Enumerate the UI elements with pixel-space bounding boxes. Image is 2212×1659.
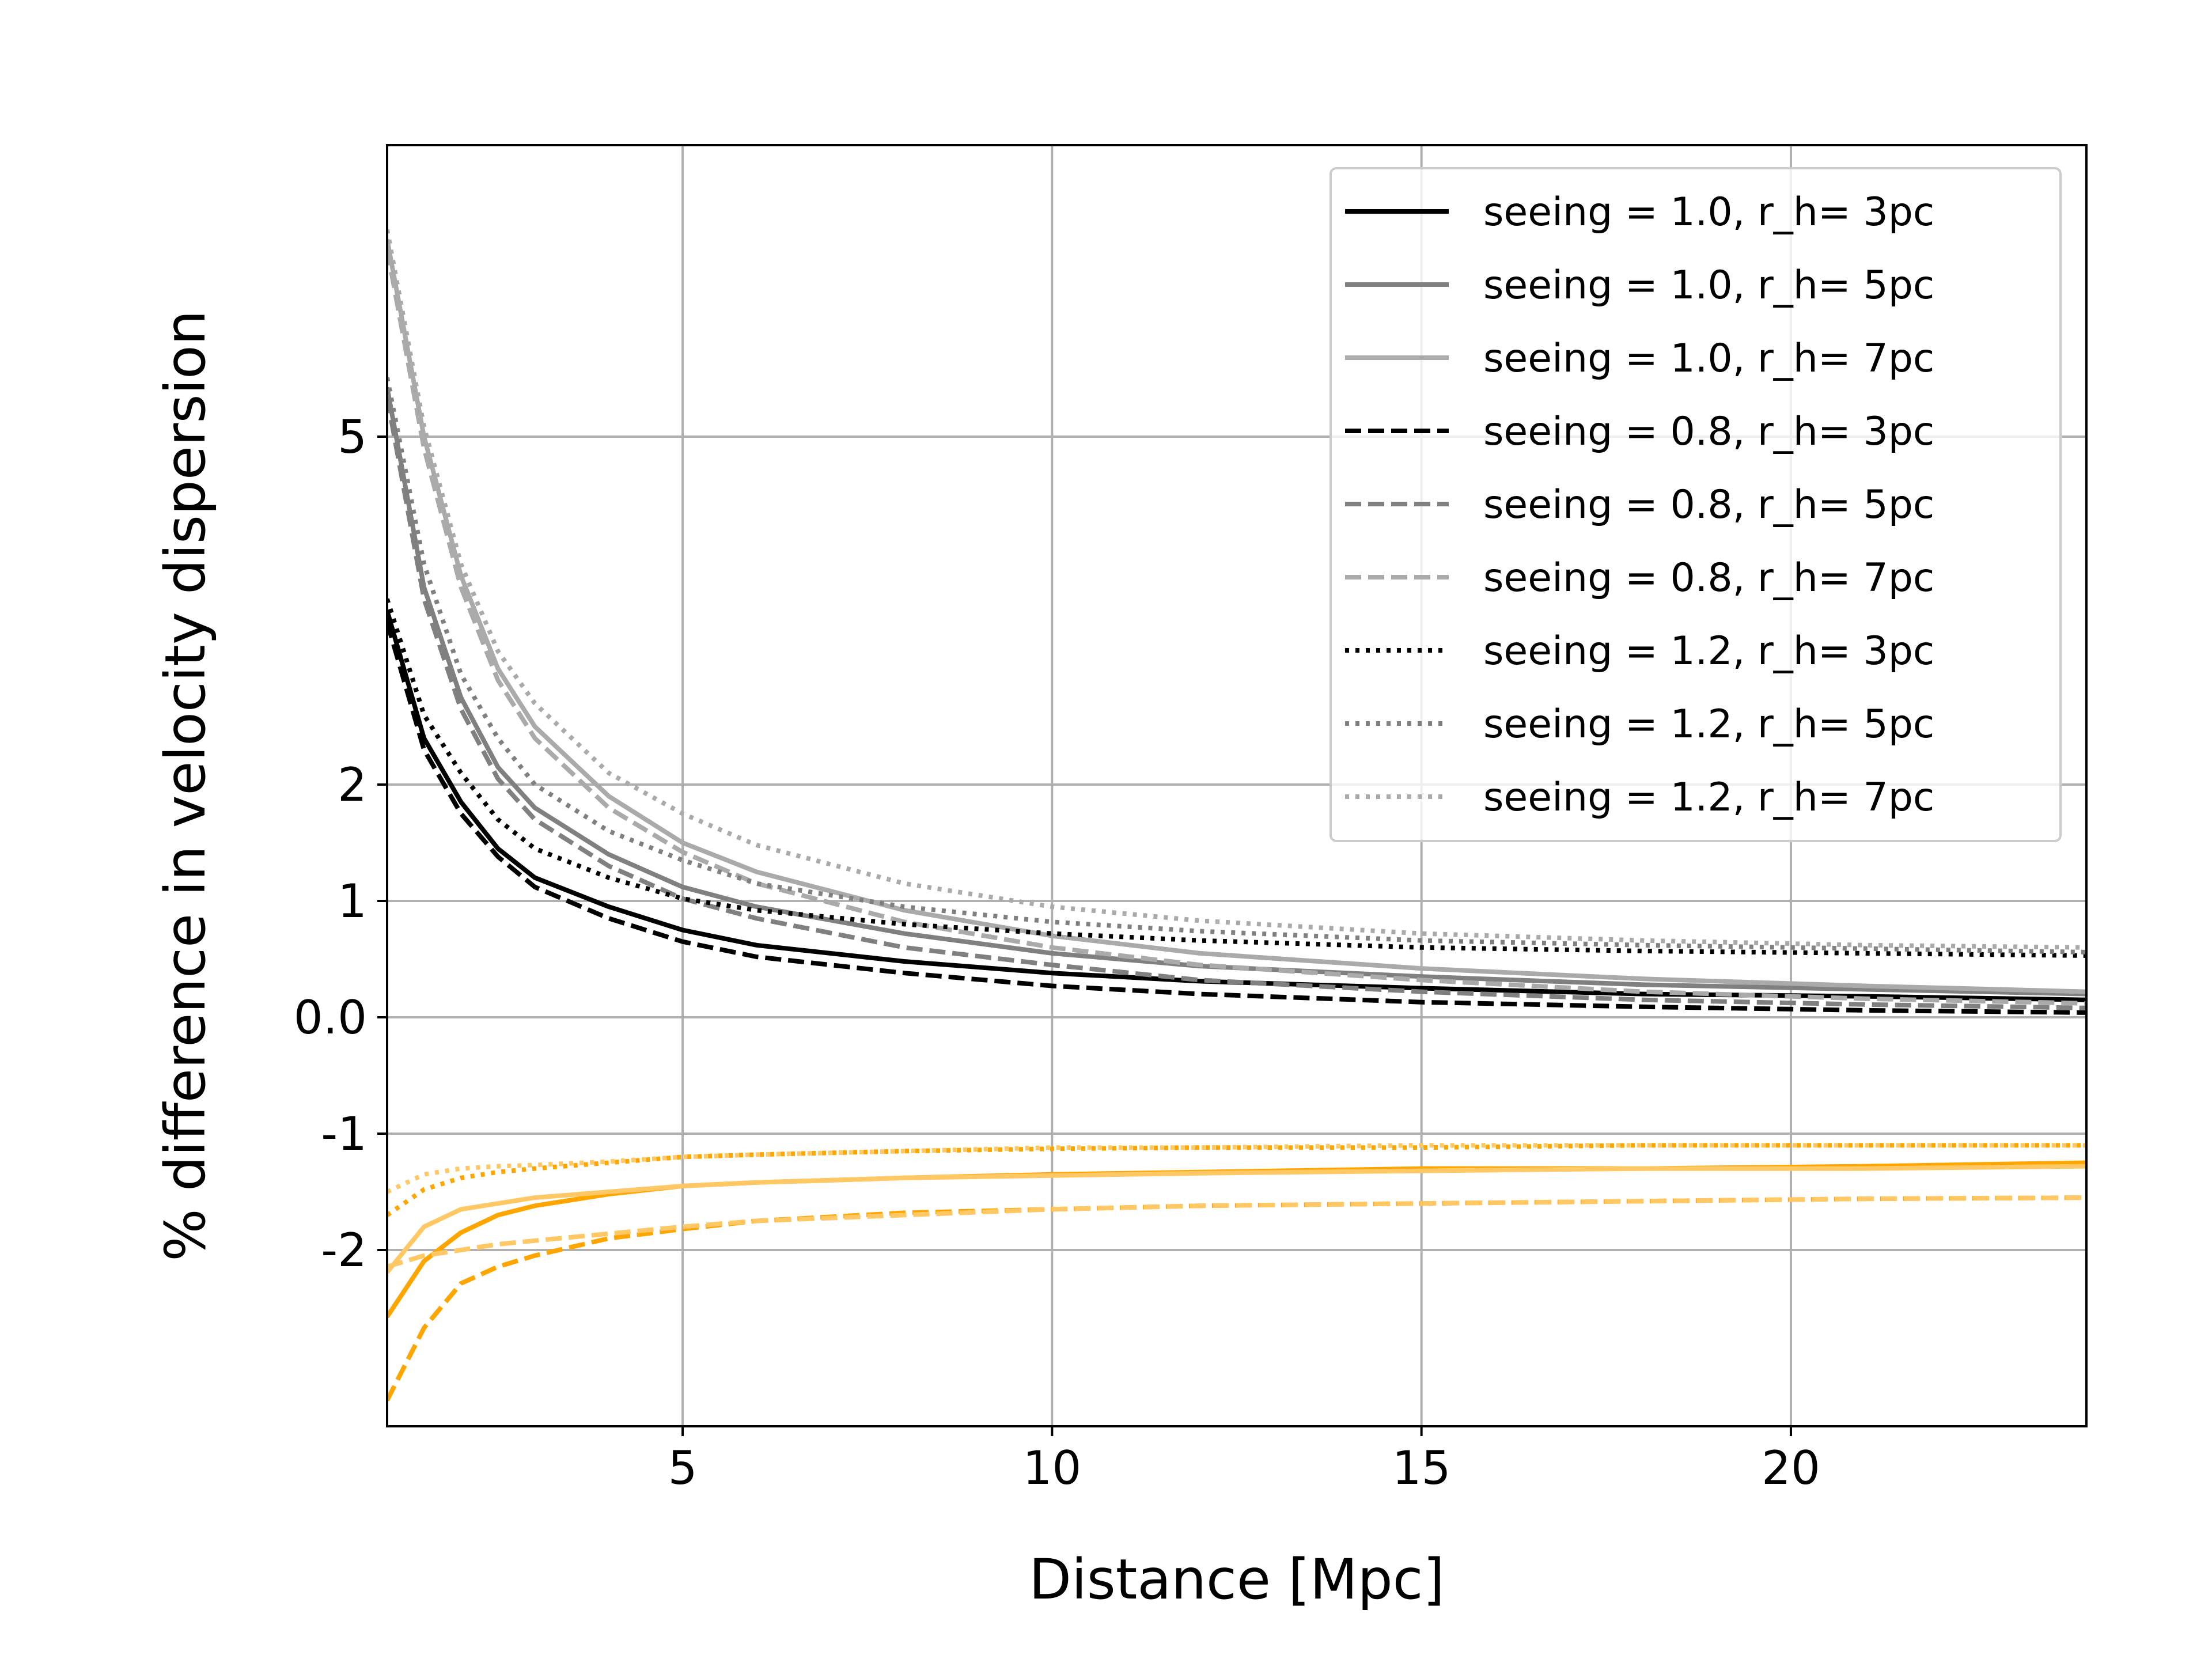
legend-frame bbox=[1330, 167, 2062, 842]
series-line bbox=[387, 609, 2086, 1002]
legend-label: seeing = 1.0, r_h= 5pc bbox=[1483, 263, 1934, 308]
legend-label: seeing = 1.0, r_h= 3pc bbox=[1483, 190, 1934, 235]
series-line bbox=[387, 229, 2086, 950]
legend-label: seeing = 0.8, r_h= 7pc bbox=[1483, 555, 1934, 601]
series-line bbox=[387, 248, 2086, 1006]
orange-series-line bbox=[387, 1164, 2086, 1274]
x-tick-label: 15 bbox=[1392, 1441, 1451, 1495]
series-line bbox=[387, 387, 2086, 997]
legend-label: seeing = 1.2, r_h= 5pc bbox=[1483, 702, 1934, 747]
x-tick-label: 5 bbox=[668, 1441, 698, 1495]
legend-label: seeing = 0.8, r_h= 5pc bbox=[1483, 482, 1934, 528]
series-line bbox=[387, 621, 2086, 1015]
y-axis-label: % difference in velocity dispersion bbox=[153, 310, 218, 1261]
orange-series-line bbox=[387, 1143, 2086, 1194]
x-axis-label: Distance [Mpc] bbox=[1029, 1547, 1445, 1612]
orange-series-line bbox=[387, 1195, 2086, 1269]
series-line bbox=[387, 598, 2086, 958]
legend-label: seeing = 1.2, r_h= 3pc bbox=[1483, 628, 1934, 674]
legend-label: seeing = 1.0, r_h= 7pc bbox=[1483, 336, 1934, 381]
legend-label: seeing = 1.2, r_h= 7pc bbox=[1483, 775, 1934, 820]
series-line bbox=[387, 396, 2086, 1010]
y-tick-label: 1 bbox=[338, 874, 367, 928]
legend: seeing = 1.0, r_h= 3pc seeing = 1.0, r_h=… bbox=[1330, 167, 2062, 842]
legend-label: seeing = 0.8, r_h= 3pc bbox=[1483, 409, 1934, 454]
y-tick-label: 0.0 bbox=[294, 991, 367, 1044]
x-tick-label: 10 bbox=[1022, 1441, 1081, 1495]
y-tick-label: 2 bbox=[338, 758, 367, 812]
ticks-layer: 5 10 15 20 -2 -1 0.0 1 2 5 bbox=[294, 410, 1820, 1495]
y-tick-label: 5 bbox=[338, 410, 367, 464]
orange-series-line bbox=[387, 1143, 2086, 1217]
series-line bbox=[387, 238, 2086, 994]
series-layer bbox=[387, 229, 2086, 1402]
x-tick-label: 20 bbox=[1762, 1441, 1820, 1495]
y-tick-label: -1 bbox=[321, 1107, 367, 1161]
y-tick-label: -2 bbox=[321, 1224, 367, 1277]
